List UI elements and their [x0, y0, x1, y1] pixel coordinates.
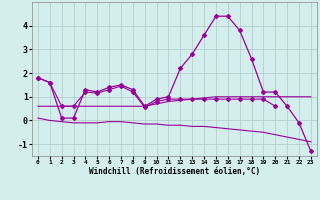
X-axis label: Windchill (Refroidissement éolien,°C): Windchill (Refroidissement éolien,°C) — [89, 167, 260, 176]
